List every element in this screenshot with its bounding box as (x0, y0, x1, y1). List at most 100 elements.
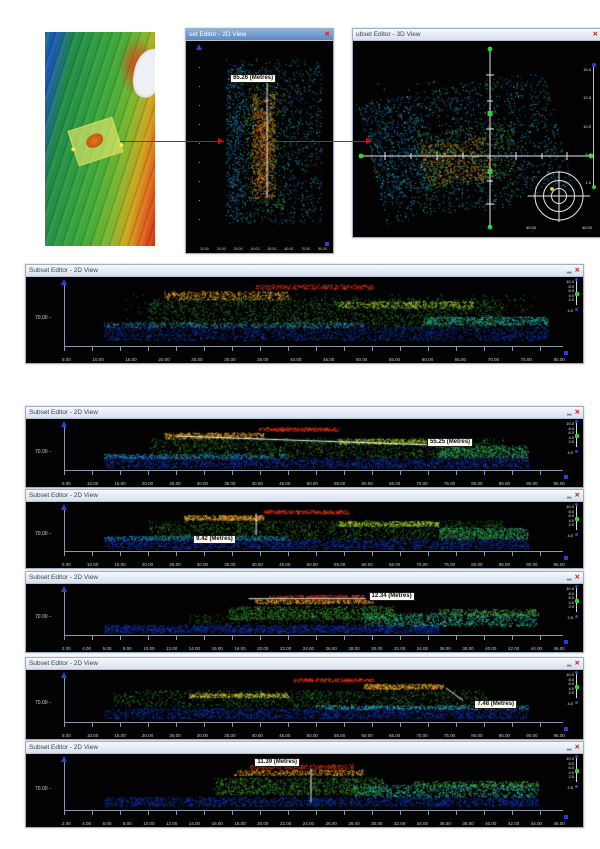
tick-label: 25.00 (169, 562, 181, 567)
scale-top-marker (575, 278, 578, 281)
bathymetry-map[interactable] (45, 32, 155, 246)
scale-foot-label: 4.0 (567, 307, 573, 313)
tick-label: 2.00 (62, 646, 71, 651)
tick-label: 15.00 (114, 733, 126, 738)
depth-scale: 10.0 8.0 6.0 4.0 2.0 2.5 (552, 585, 581, 621)
tick-label: 60.00 (361, 481, 373, 486)
scale-bottom-marker (575, 615, 578, 618)
tick-label: 65.00 (388, 562, 401, 567)
tick-label: 1.0 (585, 180, 591, 185)
y-axis (64, 591, 65, 640)
tick-label: 90.00 (526, 562, 538, 567)
window-title: ubset Editor - 3D View (356, 31, 421, 38)
profile-viewport[interactable]: 70.00 5.00 10.00 15.00 20.00 25.00 30.00 35.00… (26, 419, 583, 487)
x-axis (64, 551, 563, 556)
scale-bottom-marker (575, 785, 578, 788)
tick-label: 10.0 (583, 123, 591, 129)
x-axis-tick-labels: 5.00 10.00 15.00 20.00 25.00 30.00 35.00 40.00 4… (62, 357, 565, 362)
tick-label: 10.0 (566, 504, 574, 509)
close-icon[interactable]: ✕ (574, 409, 580, 416)
tick-label: 6.00 (102, 646, 112, 651)
y-axis-arrow-icon (61, 504, 67, 510)
tick-label: 5.00 (62, 357, 71, 362)
window-titlebar[interactable]: Subset Editor - 2D View ▂ ✕ (26, 490, 583, 502)
tick-label: 5.0 (585, 151, 591, 157)
tick-label: 25.00 (169, 481, 181, 486)
profile-viewport[interactable]: 70.00 2.00 4.00 6.00 8.00 10.00 12.00 14.00 16.… (26, 584, 583, 652)
tick-label: 55.00 (334, 733, 346, 738)
tick-label: 34.00 (416, 821, 429, 826)
tick-label: 6.0 (568, 765, 574, 771)
tick-label: 28.00 (348, 646, 360, 651)
window-titlebar[interactable]: ubset Editor - 3D View ✕ (353, 29, 600, 41)
window-titlebar[interactable]: Subset Editor - 2D View ▂ ✕ (26, 407, 583, 419)
tick-label: 70.00 (416, 733, 428, 738)
tick-label: 40.00 (251, 733, 263, 738)
x-axis-tick-labels: 10.00 20.00 30.00 40.00 50.00 60.00 70.00 80.00 (200, 247, 327, 251)
depth-tick-label: 70.00 (35, 449, 52, 455)
tick-label: 10.00 (143, 821, 155, 826)
selection-handle[interactable] (70, 146, 76, 152)
tick-label: 6.0 (568, 595, 574, 601)
y-axis (199, 49, 200, 237)
close-icon[interactable]: ✕ (592, 31, 598, 38)
window-titlebar[interactable]: Subset Editor - 2D View ▂ ✕ (26, 572, 583, 584)
tick-label: 80.00 (318, 247, 327, 251)
tick-label: 12.5 (583, 95, 591, 101)
minimize-icon[interactable]: ▂ (566, 744, 572, 751)
close-icon[interactable]: ✕ (574, 267, 580, 274)
close-icon[interactable]: ✕ (574, 492, 580, 499)
minimize-icon[interactable]: ▂ (566, 267, 572, 274)
close-icon[interactable]: ✕ (324, 31, 330, 38)
tick-label: 18.00 (234, 821, 246, 826)
tick-label: 4.00 (82, 646, 92, 651)
minimize-icon[interactable]: ▂ (566, 409, 572, 416)
profile-viewport[interactable]: 70.00 5.00 10.00 15.00 20.00 25.00 30.00 35.00… (26, 277, 583, 363)
minimize-icon[interactable]: ▂ (566, 660, 572, 667)
tick-label: 30.00 (196, 562, 209, 567)
tick-label: 34.00 (416, 646, 429, 651)
tick-label: 5.00 (62, 562, 71, 567)
tick-label: 10.0 (566, 279, 574, 284)
x-axis-tick-labels: 5.00 10.00 15.00 20.00 25.00 30.00 35.00 40.00 4… (62, 562, 565, 567)
window-titlebar[interactable]: Subset Editor - 2D View ▂ ✕ (26, 265, 583, 277)
depth-tick-label: 70.00 (35, 531, 52, 537)
x-axis-end-marker (564, 351, 568, 355)
close-icon[interactable]: ✕ (574, 660, 580, 667)
tick-label: 50.00 (306, 562, 318, 567)
tick-label: 40.00 (251, 481, 263, 486)
x-axis-tick-labels: 5.00 10.00 15.00 20.00 25.00 30.00 35.00 40.00 4… (62, 481, 565, 486)
profile-viewport[interactable]: 70.00 5.00 10.00 15.00 20.00 25.00 30.00 35.00… (26, 670, 583, 739)
tick-label: 30.00 (196, 733, 209, 738)
window-titlebar[interactable]: Subset Editor - 2D View ▂ ✕ (26, 742, 583, 754)
tick-label: 4.0 (568, 769, 574, 775)
tick-label: 40.00 (250, 247, 260, 251)
orientation-compass[interactable]: 40.00 40.00 (526, 170, 592, 230)
window-titlebar[interactable]: set Editor - 2D View ✕ (186, 29, 333, 41)
minimize-icon[interactable]: ▂ (566, 492, 572, 499)
tick-label: 24.00 (302, 821, 315, 826)
profile-viewport[interactable]: 70.00 2.00 4.00 6.00 8.00 10.00 12.00 14.00 16.… (26, 754, 583, 827)
close-icon[interactable]: ✕ (574, 744, 580, 751)
minimize-icon[interactable]: ▂ (566, 574, 572, 581)
window-title: Subset Editor - 2D View (29, 660, 98, 667)
measurement-label: 7.48 (Metres) (474, 700, 518, 710)
x-axis-tick-labels: 2.00 4.00 6.00 8.00 10.00 12.00 14.00 16.00 18.0… (62, 821, 565, 826)
scale-tick-labels: 10.0 8.0 6.0 4.0 2.0 (552, 586, 574, 610)
tick-label: 80.00 (471, 562, 483, 567)
3d-depth-scale: 15.0 12.5 10.0 5.0 1.0 (580, 63, 598, 189)
close-icon[interactable]: ✕ (574, 574, 580, 581)
tick-label: 70.00 (416, 562, 428, 567)
window-titlebar[interactable]: Subset Editor - 2D View ▂ ✕ (26, 658, 583, 670)
y-axis-arrow-icon (196, 44, 202, 50)
tick-label: 20.00 (141, 481, 154, 486)
3d-view-viewport[interactable]: 15.0 12.5 10.0 5.0 1.0 40.00 40.00 (353, 41, 600, 237)
tick-label: 6.0 (568, 288, 574, 294)
profile-viewport[interactable]: 70.00 5.00 10.00 15.00 20.00 25.00 30.00 35.00… (26, 502, 583, 568)
plan-view-viewport[interactable]: 10.00 20.00 30.00 40.00 50.00 60.00 70.00 80.00… (186, 41, 333, 253)
scale-tick-labels: 10.0 8.0 6.0 4.0 2.0 (552, 756, 574, 780)
tick-label: 18.00 (234, 646, 246, 651)
tick-label: 50.00 (306, 733, 318, 738)
scale-top-marker (575, 503, 578, 506)
scale-bottom-marker (575, 308, 578, 311)
